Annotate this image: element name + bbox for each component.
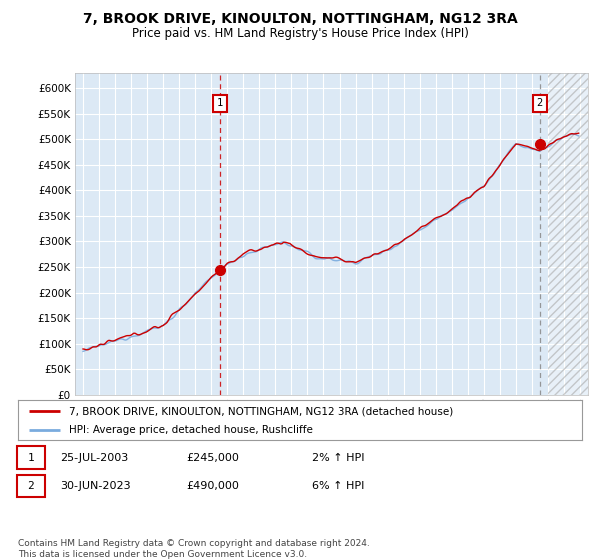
Text: 1: 1 bbox=[27, 452, 34, 463]
Text: 6% ↑ HPI: 6% ↑ HPI bbox=[312, 481, 364, 491]
Text: 2% ↑ HPI: 2% ↑ HPI bbox=[312, 452, 365, 463]
Text: 30-JUN-2023: 30-JUN-2023 bbox=[60, 481, 131, 491]
Text: 1: 1 bbox=[217, 99, 223, 109]
Text: 2: 2 bbox=[536, 99, 543, 109]
Bar bbox=[548, 63, 588, 395]
Bar bbox=[548, 63, 588, 395]
Text: Contains HM Land Registry data © Crown copyright and database right 2024.
This d: Contains HM Land Registry data © Crown c… bbox=[18, 539, 370, 559]
Text: 2: 2 bbox=[27, 481, 34, 491]
Text: £490,000: £490,000 bbox=[186, 481, 239, 491]
Text: £245,000: £245,000 bbox=[186, 452, 239, 463]
Text: HPI: Average price, detached house, Rushcliffe: HPI: Average price, detached house, Rush… bbox=[69, 425, 313, 435]
Text: 7, BROOK DRIVE, KINOULTON, NOTTINGHAM, NG12 3RA: 7, BROOK DRIVE, KINOULTON, NOTTINGHAM, N… bbox=[83, 12, 517, 26]
Text: 7, BROOK DRIVE, KINOULTON, NOTTINGHAM, NG12 3RA (detached house): 7, BROOK DRIVE, KINOULTON, NOTTINGHAM, N… bbox=[69, 407, 453, 417]
Text: 25-JUL-2003: 25-JUL-2003 bbox=[60, 452, 128, 463]
Text: Price paid vs. HM Land Registry's House Price Index (HPI): Price paid vs. HM Land Registry's House … bbox=[131, 27, 469, 40]
